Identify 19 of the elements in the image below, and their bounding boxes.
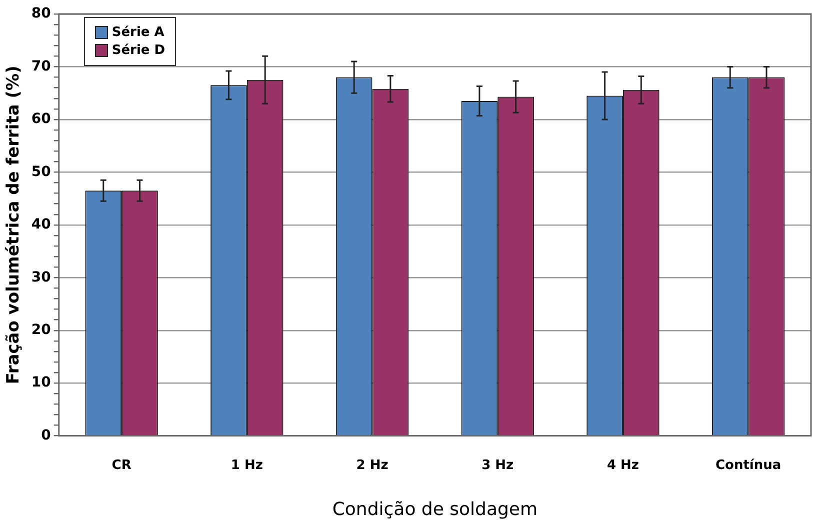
y-tick-label: 0 bbox=[41, 427, 52, 444]
x-tick-label: 3 Hz bbox=[482, 458, 514, 473]
x-tick-label: CR bbox=[112, 458, 132, 473]
x-tick-label: 2 Hz bbox=[356, 458, 388, 473]
y-tick-label: 30 bbox=[31, 269, 52, 286]
x-axis-title: Condição de soldagem bbox=[332, 498, 538, 520]
y-tick-label: 40 bbox=[31, 216, 52, 233]
y-tick-label: 60 bbox=[31, 111, 52, 128]
y-tick-label: 10 bbox=[31, 374, 52, 391]
x-tick-label: 4 Hz bbox=[606, 458, 639, 473]
legend-label: Série D bbox=[112, 43, 166, 58]
x-tick-label: Contínua bbox=[715, 458, 782, 473]
y-tick-label: 70 bbox=[31, 58, 52, 74]
y-tick-label: 50 bbox=[31, 164, 52, 180]
y-axis-title: Fração volumétrica de ferrita (%) bbox=[4, 66, 24, 384]
y-tick-label: 20 bbox=[31, 322, 52, 338]
y-tick-label: 80 bbox=[31, 6, 52, 22]
x-tick-label: 1 Hz bbox=[230, 458, 263, 473]
legend-label: Série A bbox=[112, 25, 164, 40]
